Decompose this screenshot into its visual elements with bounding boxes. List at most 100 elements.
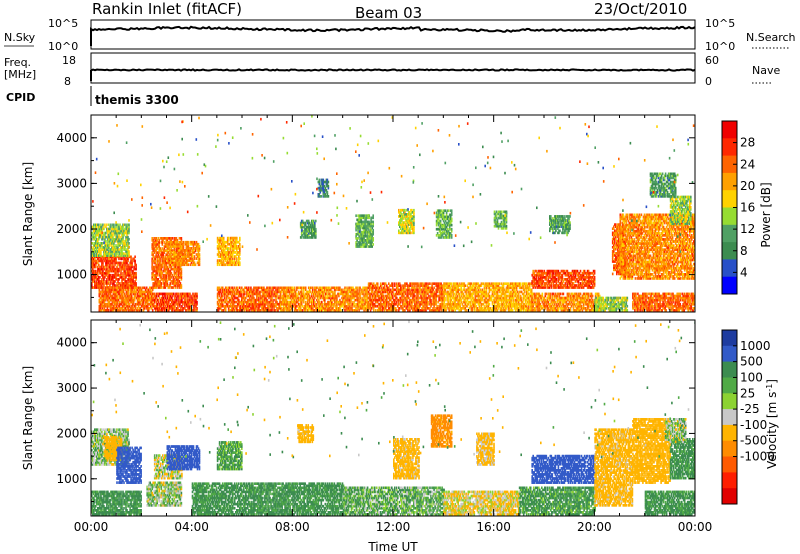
range-cell [166, 271, 169, 275]
range-cell [289, 288, 292, 292]
range-cell [160, 263, 163, 267]
range-cell [334, 290, 336, 294]
range-cell [127, 248, 129, 251]
range-cell [295, 288, 298, 292]
range-cell [253, 302, 255, 306]
range-cell [225, 255, 228, 258]
range-cell [119, 244, 121, 247]
range-cell [105, 269, 107, 273]
range-cell [115, 286, 118, 290]
range-cell [298, 286, 301, 290]
range-cell [122, 225, 124, 229]
range-cell [257, 292, 259, 296]
range-cell [281, 309, 284, 312]
range-cell [231, 307, 234, 310]
range-cell [232, 288, 235, 292]
range-cell [99, 259, 101, 263]
range-cell [94, 235, 96, 239]
range-cell [267, 286, 269, 290]
range-cell [128, 304, 131, 308]
range-cell [106, 229, 108, 233]
range-cell [155, 239, 158, 242]
range-cell [115, 273, 117, 277]
range-cell [125, 282, 127, 285]
range-cell [98, 276, 100, 279]
range-cell [217, 249, 220, 252]
range-cell [120, 257, 122, 261]
range-cell [259, 286, 261, 290]
range-cell [96, 223, 98, 227]
range-cell [113, 304, 116, 308]
range-cell [143, 286, 146, 290]
range-cell [177, 263, 180, 267]
range-cell [156, 304, 159, 308]
range-cell [183, 263, 186, 267]
range-cell [114, 227, 116, 231]
range-cell [127, 290, 130, 294]
range-cell [226, 261, 229, 265]
range-cell [166, 259, 169, 262]
range-cell [162, 292, 164, 296]
range-cell [113, 225, 115, 229]
range-cell [335, 300, 337, 304]
range-cell [157, 294, 160, 298]
range-cell [300, 294, 303, 298]
range-cell [251, 302, 253, 306]
range-cell [128, 294, 131, 298]
range-cell [115, 252, 117, 255]
range-cell [129, 255, 131, 259]
range-cell [349, 294, 351, 298]
range-cell [237, 290, 239, 294]
range-cell [218, 294, 221, 298]
range-cell [114, 298, 117, 302]
range-cell [122, 233, 124, 237]
range-cell [114, 273, 116, 277]
range-cell [165, 267, 168, 271]
range-cell [193, 263, 196, 267]
range-cell [100, 242, 102, 245]
range-cell [248, 307, 250, 310]
range-cell [153, 284, 156, 287]
range-cell [104, 288, 107, 292]
range-cell [222, 251, 225, 254]
range-cell [122, 252, 124, 255]
range-cell [169, 273, 172, 277]
range-cell [326, 292, 328, 296]
range-cell [161, 278, 164, 281]
range-cell [257, 298, 259, 302]
range-cell [230, 236, 233, 240]
range-cell [124, 276, 126, 279]
range-cell [139, 294, 142, 298]
range-cell [153, 300, 156, 304]
range-cell [172, 300, 174, 304]
range-cell [263, 290, 265, 294]
range-cell [318, 307, 320, 310]
range-cell [216, 247, 219, 250]
range-cell [142, 304, 145, 308]
range-cell [132, 282, 134, 285]
range-cell [301, 304, 304, 308]
range-cell [306, 294, 309, 298]
range-cell [154, 309, 157, 312]
range-cell [306, 302, 309, 306]
range-cell [174, 253, 177, 256]
range-cell [171, 300, 173, 304]
range-cell [108, 250, 110, 253]
range-cell [105, 235, 107, 239]
range-cell [125, 292, 128, 296]
range-cell [126, 292, 129, 296]
range-cell [151, 304, 154, 308]
range-cell [106, 254, 108, 257]
range-cell [101, 244, 103, 247]
range-cell [92, 276, 94, 279]
range-cell [98, 225, 100, 229]
range-cell [321, 288, 323, 292]
range-cell [302, 290, 305, 294]
range-cell [127, 231, 129, 235]
range-cell [134, 271, 136, 275]
range-cell [164, 243, 167, 246]
range-cell [351, 300, 353, 304]
range-cell [100, 290, 103, 294]
range-cell [107, 282, 109, 285]
range-cell [104, 304, 107, 308]
